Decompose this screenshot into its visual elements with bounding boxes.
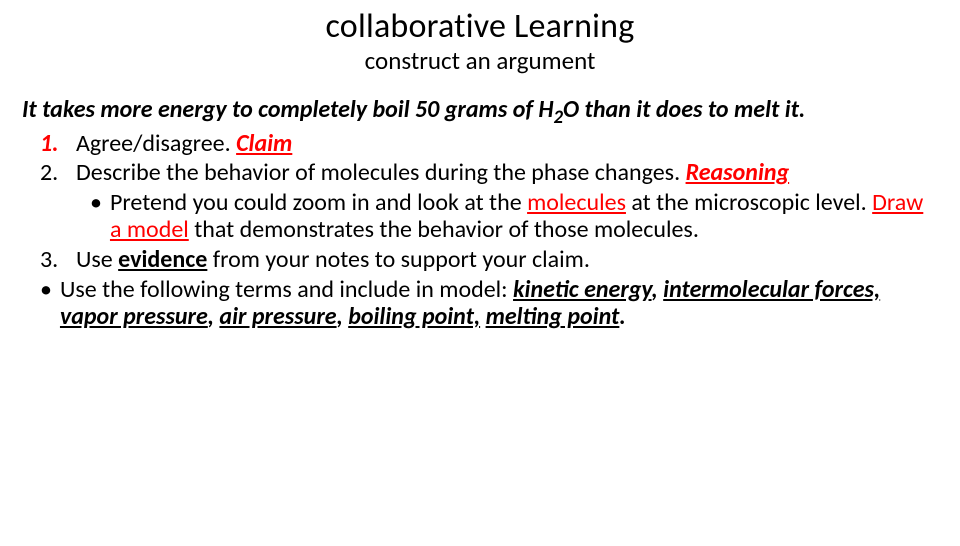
- item2-reasoning-tag: Reasoning: [686, 158, 790, 187]
- item3-post: from your notes to support your claim.: [207, 245, 590, 274]
- terms-dot-icon: •: [40, 276, 52, 304]
- item3-evidence: evidence: [118, 245, 207, 274]
- sep1: ,: [652, 275, 664, 304]
- sub-seg2: at the microscopic level.: [626, 188, 872, 217]
- sub-bullet: • Pretend you could zoom in and look at …: [90, 189, 938, 244]
- list-item-2: 2. Describe the behavior of molecules du…: [40, 159, 938, 187]
- term-melting-point: melting point: [486, 302, 620, 331]
- terms-period: .: [619, 302, 625, 331]
- item3-text: Use evidence from your notes to support …: [76, 246, 938, 274]
- sub-molecules: molecules: [527, 188, 626, 217]
- slide-subtitle: construct an argument: [0, 45, 960, 76]
- terms-lead: Use the following terms and include in m…: [60, 275, 513, 304]
- bullet-dot-icon: •: [90, 189, 102, 217]
- term-intermolecular-forces: intermolecular forces,: [663, 275, 880, 304]
- prompt-pre: It takes more energy to completely boil …: [22, 95, 554, 124]
- term-vapor-pressure: vapor pressure: [60, 302, 208, 331]
- prompt-post: O than it does to melt it.: [563, 95, 805, 124]
- sub-bullet-text: Pretend you could zoom in and look at th…: [110, 189, 938, 244]
- sub-seg3: that demonstrates the behavior of those …: [189, 215, 699, 244]
- slide: collaborative Learning construct an argu…: [0, 6, 960, 546]
- list-item-3: 3. Use evidence from your notes to suppo…: [40, 246, 938, 274]
- item3-pre: Use: [76, 245, 118, 274]
- item3-number: 3.: [40, 246, 76, 274]
- item1-lead: Agree/disagree.: [76, 129, 236, 158]
- sub-seg1: Pretend you could zoom in and look at th…: [110, 188, 527, 217]
- terms-text: Use the following terms and include in m…: [60, 276, 938, 331]
- term-air-pressure: air pressure: [219, 302, 336, 331]
- sep3: ,: [208, 302, 220, 331]
- prompt-subscript: 2: [554, 106, 563, 129]
- slide-title: collaborative Learning: [0, 6, 960, 47]
- item1-claim-tag: Claim: [236, 129, 292, 158]
- item2-text: Describe the behavior of molecules durin…: [76, 159, 938, 187]
- list-item-1: 1. Agree/disagree. Claim: [40, 130, 938, 158]
- item1-number: 1.: [40, 130, 76, 158]
- item1-text: Agree/disagree. Claim: [76, 130, 938, 158]
- item2-number: 2.: [40, 159, 76, 187]
- sep4: ,: [337, 302, 349, 331]
- item2-lead: Describe the behavior of molecules durin…: [76, 158, 686, 187]
- terms-bullet: • Use the following terms and include in…: [40, 276, 938, 331]
- prompt-text: It takes more energy to completely boil …: [22, 96, 938, 124]
- term-kinetic-energy: kinetic energy: [513, 275, 652, 304]
- term-boiling-point: boiling point,: [348, 302, 480, 331]
- slide-body: It takes more energy to completely boil …: [22, 96, 938, 331]
